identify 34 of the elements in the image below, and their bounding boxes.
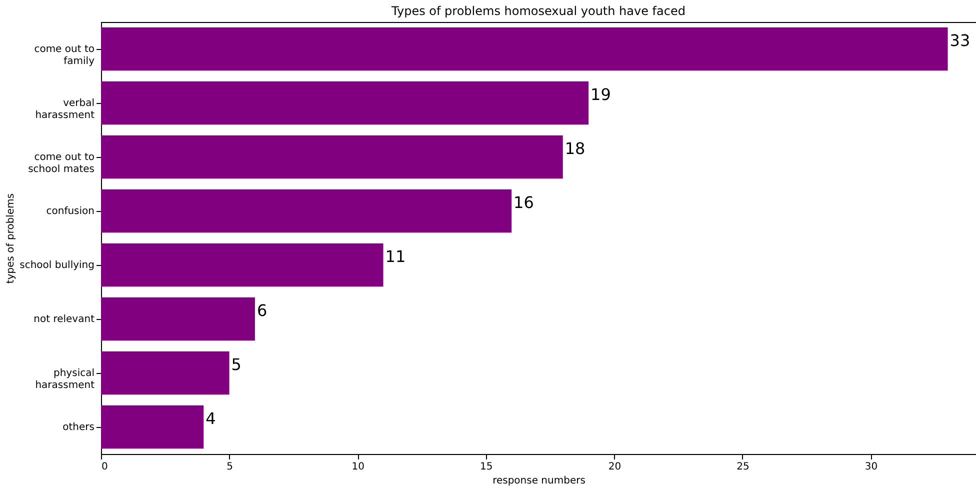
x-tick-label: 5 [226,462,233,472]
bar [101,27,948,71]
y-tick-label: school bullying [20,260,94,271]
data-label: 18 [564,139,586,158]
bar [101,189,512,233]
x-tick-label: 25 [736,462,750,472]
chart-title: Types of problems homosexual youth have faced [390,4,686,18]
y-tick-label: come out to family [34,44,95,67]
data-label: 5 [231,355,242,374]
y-tick-label: confusion [46,206,94,217]
y-tick-label: not relevant [34,314,95,325]
data-label: 4 [206,409,216,428]
x-tick-label: 15 [480,462,493,472]
y-tick-label: physical harassment [35,368,95,391]
x-axis-title: response numbers [492,476,586,486]
bar [101,405,204,449]
data-label: 19 [590,85,611,104]
data-label: 11 [385,247,406,266]
y-tick-label: verbal harassment [35,98,95,121]
y-tick-label: come out to school mates [28,152,94,175]
bar [101,81,589,125]
x-tick-label: 10 [352,462,364,472]
bar [101,135,563,179]
data-label: 16 [514,193,534,212]
data-label: 6 [256,301,268,320]
y-tick-label: others [62,422,94,433]
y-axis-title: types of problems [6,193,17,284]
bar [101,297,255,341]
x-tick-label: 20 [608,462,622,472]
bar [101,351,230,395]
bar [101,243,384,287]
x-tick-label: 30 [864,462,878,472]
data-label: 33 [950,31,970,50]
x-tick-label: 0 [102,462,108,472]
